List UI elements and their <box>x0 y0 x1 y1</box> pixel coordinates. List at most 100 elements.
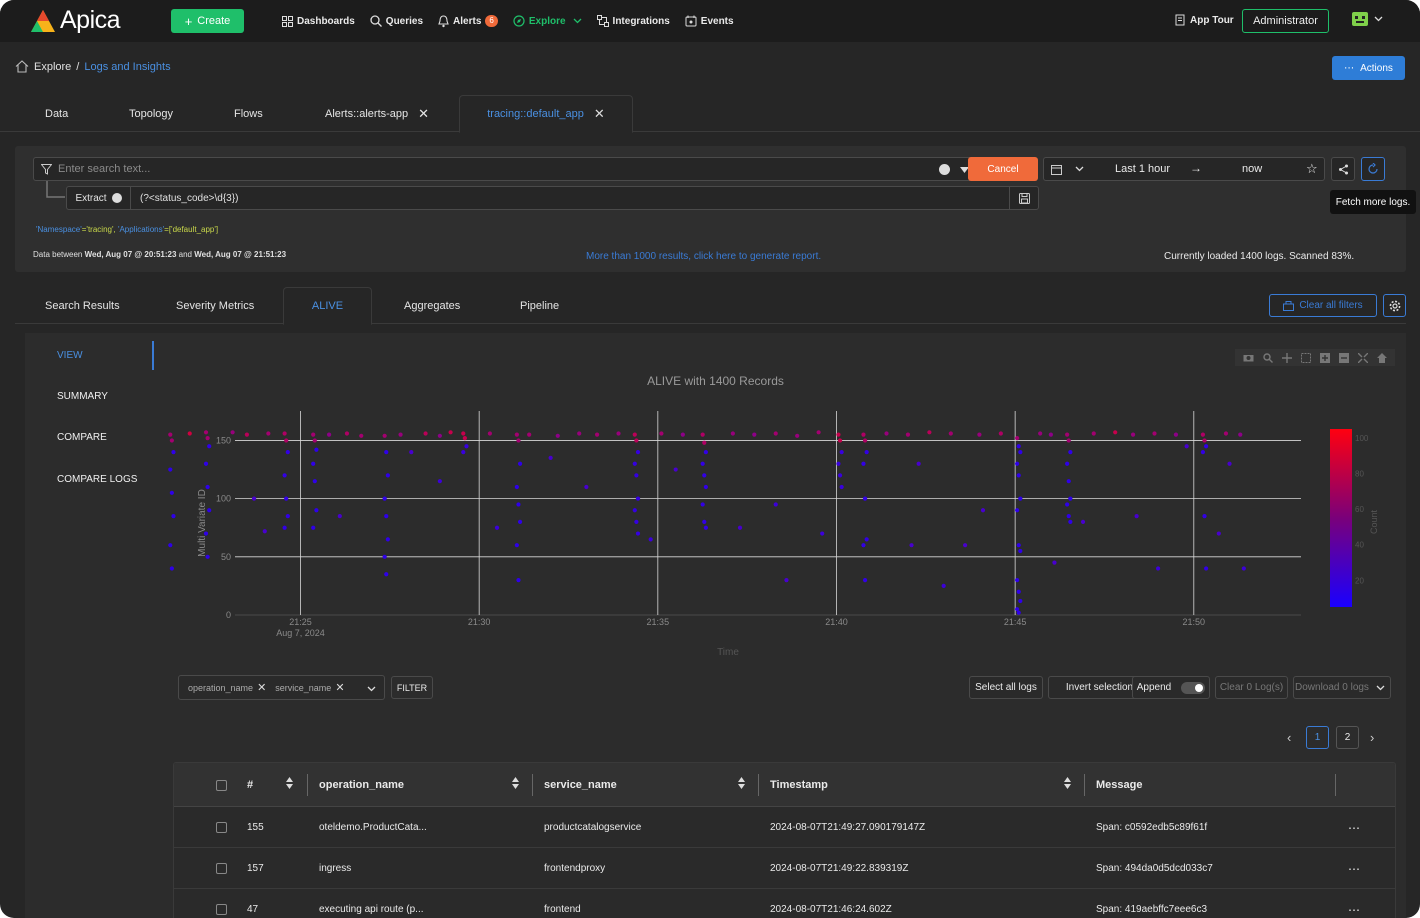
search-input[interactable]: Enter search text... <box>33 157 978 181</box>
column-divider[interactable] <box>758 774 759 796</box>
tab-severity-metrics[interactable]: Severity Metrics <box>176 287 254 324</box>
star-icon[interactable]: ☆ <box>1306 161 1318 176</box>
caret-down-icon[interactable] <box>960 167 969 173</box>
fetch-more-logs-button[interactable] <box>1361 157 1385 181</box>
cancel-button[interactable]: Cancel <box>968 157 1038 181</box>
row-select[interactable] <box>216 807 227 848</box>
header-select-all[interactable] <box>216 763 227 807</box>
column-divider[interactable] <box>1084 774 1085 796</box>
actions-button[interactable]: ⋯ Actions <box>1332 56 1405 80</box>
nav-dashboards[interactable]: Dashboards <box>282 15 355 27</box>
building-icon <box>1175 14 1185 26</box>
header-timestamp[interactable]: Timestamp <box>770 763 828 807</box>
time-from[interactable]: Last 1 hour <box>1115 163 1171 175</box>
tab-search-results[interactable]: Search Results <box>45 287 120 324</box>
generate-report-link[interactable]: More than 1000 results, click here to ge… <box>586 251 822 262</box>
sort-icon[interactable] <box>738 777 745 792</box>
info-icon[interactable] <box>939 164 950 175</box>
box-select-icon[interactable] <box>1301 352 1312 363</box>
side-view[interactable]: VIEW <box>57 350 83 361</box>
breadcrumb-current[interactable]: Logs and Insights <box>84 60 171 73</box>
table-row[interactable]: 157 ingress frontendproxy 2024-08-07T21:… <box>174 848 1395 889</box>
checkbox[interactable] <box>216 863 227 874</box>
select-all-logs-button[interactable]: Select all logs <box>969 676 1043 699</box>
row-select[interactable] <box>216 848 227 889</box>
nav-events[interactable]: Events <box>685 15 734 27</box>
zoom-in-icon[interactable] <box>1319 352 1330 363</box>
side-compare[interactable]: COMPARE <box>57 432 107 443</box>
zoom-out-icon[interactable] <box>1338 352 1349 363</box>
page-1-button[interactable]: 1 <box>1306 726 1329 749</box>
invert-selection-button[interactable]: Invert selection <box>1048 676 1151 699</box>
sort-icon[interactable] <box>1064 777 1071 792</box>
time-range-picker[interactable]: Last 1 hour → now ☆ <box>1043 157 1325 181</box>
user-menu[interactable] <box>1352 12 1383 26</box>
tab-pipeline[interactable]: Pipeline <box>520 287 559 324</box>
nav-alerts[interactable]: Alerts 6 <box>438 14 498 28</box>
tab-data[interactable]: Data <box>45 95 68 132</box>
next-page-icon[interactable]: › <box>1370 730 1375 745</box>
close-icon[interactable]: ✕ <box>593 106 605 121</box>
header-operation-name[interactable]: operation_name <box>319 763 404 807</box>
save-pattern-button[interactable] <box>1009 187 1038 209</box>
download-logs-button[interactable]: Download 0 logs <box>1293 676 1391 699</box>
app-tour-button[interactable]: App Tour <box>1174 14 1234 26</box>
filter-button[interactable]: FILTER <box>391 676 433 699</box>
header-message[interactable]: Message <box>1096 763 1142 807</box>
reset-home-icon[interactable] <box>1376 352 1387 363</box>
column-divider[interactable] <box>307 774 308 796</box>
column-divider[interactable] <box>532 774 533 796</box>
sort-icon[interactable] <box>286 777 293 792</box>
zoom-icon[interactable] <box>1263 352 1274 363</box>
create-button[interactable]: + Create <box>171 9 244 33</box>
extract-toggle[interactable]: Extract <box>67 187 131 209</box>
tab-tracing-default-app[interactable]: tracing::default_app ✕ <box>459 95 633 133</box>
home-icon[interactable] <box>15 60 29 73</box>
tab-topology[interactable]: Topology <box>129 95 173 132</box>
tab-flows[interactable]: Flows <box>234 95 263 132</box>
row-menu-icon[interactable]: ⋯ <box>1348 820 1360 835</box>
side-compare-logs[interactable]: COMPARE LOGS <box>57 474 138 485</box>
autoscale-icon[interactable] <box>1357 352 1368 363</box>
pan-icon[interactable] <box>1282 352 1293 363</box>
column-filter-select[interactable]: operation_name ✕ service_name ✕ <box>178 675 385 700</box>
brand-logo[interactable]: Apica <box>30 6 121 35</box>
append-toggle[interactable]: Append <box>1132 676 1210 699</box>
prev-page-icon[interactable]: ‹ <box>1287 730 1292 745</box>
extract-pattern-input[interactable]: (?<status_code>\d{3}) <box>140 192 239 204</box>
breadcrumb-root[interactable]: Explore <box>34 60 72 73</box>
page-2-button[interactable]: 2 <box>1336 726 1359 749</box>
table-row[interactable]: 47 executing api route (p... frontend 20… <box>174 889 1395 918</box>
column-divider[interactable] <box>1335 774 1336 796</box>
clear-logs-button[interactable]: Clear 0 Log(s) <box>1215 676 1288 699</box>
table-row[interactable]: 155 oteldemo.ProductCata... productcatal… <box>174 807 1395 848</box>
close-icon[interactable]: ✕ <box>257 682 267 694</box>
checkbox[interactable] <box>216 904 227 915</box>
checkbox[interactable] <box>216 779 227 791</box>
close-icon[interactable]: ✕ <box>335 682 345 694</box>
share-button[interactable] <box>1331 157 1355 181</box>
breadcrumb: Explore / Logs and Insights <box>15 60 171 73</box>
checkbox[interactable] <box>216 822 227 833</box>
row-select[interactable] <box>216 889 227 918</box>
cell-operation-name: ingress <box>319 863 352 874</box>
time-to[interactable]: now <box>1242 163 1263 175</box>
close-icon[interactable]: ✕ <box>418 105 430 121</box>
row-menu-icon[interactable]: ⋯ <box>1348 861 1360 876</box>
sort-icon[interactable] <box>512 777 519 792</box>
camera-icon[interactable] <box>1243 353 1254 362</box>
nav-integrations[interactable]: Integrations <box>596 15 670 27</box>
settings-button[interactable] <box>1383 294 1406 317</box>
row-menu-icon[interactable]: ⋯ <box>1348 902 1360 917</box>
nav-queries[interactable]: Queries <box>370 15 423 27</box>
tab-alive[interactable]: ALIVE <box>283 287 372 325</box>
nav-explore[interactable]: Explore <box>513 15 582 27</box>
header-service-name[interactable]: service_name <box>544 763 617 807</box>
administrator-button[interactable]: Administrator <box>1242 9 1329 33</box>
side-summary[interactable]: SUMMARY <box>57 391 108 402</box>
clear-all-filters-button[interactable]: Clear all filters <box>1269 294 1377 317</box>
header-number[interactable]: # <box>247 763 253 807</box>
tab-aggregates[interactable]: Aggregates <box>404 287 460 324</box>
tab-alerts-app[interactable]: Alerts::alerts-app ✕ <box>325 95 429 132</box>
